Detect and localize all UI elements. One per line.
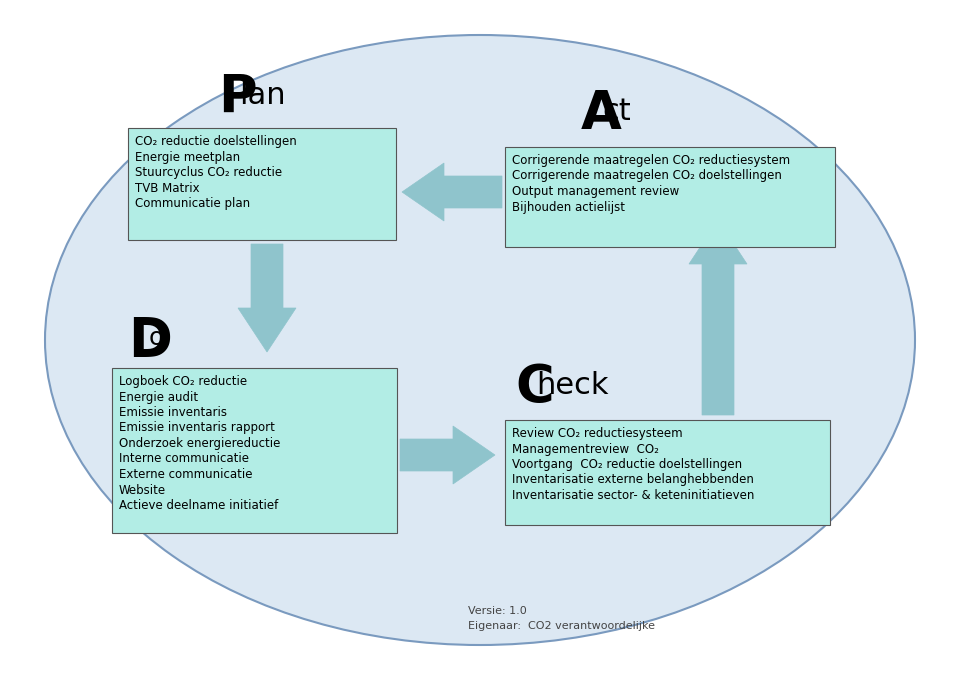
- Text: Managementreview  CO₂: Managementreview CO₂: [512, 443, 659, 456]
- Text: Voortgang  CO₂ reductie doelstellingen: Voortgang CO₂ reductie doelstellingen: [512, 458, 742, 471]
- Text: Corrigerende maatregelen CO₂ reductiesystem: Corrigerende maatregelen CO₂ reductiesys…: [512, 154, 790, 167]
- Text: Output management review: Output management review: [512, 185, 680, 198]
- Text: C: C: [515, 362, 554, 414]
- Text: Emissie inventaris rapport: Emissie inventaris rapport: [119, 422, 275, 435]
- Ellipse shape: [45, 35, 915, 645]
- Text: Eigenaar:  CO2 verantwoordelijke: Eigenaar: CO2 verantwoordelijke: [468, 621, 655, 631]
- Text: Actieve deelname initiatief: Actieve deelname initiatief: [119, 499, 278, 512]
- Text: Inventarisatie sector- & keteninitiatieven: Inventarisatie sector- & keteninitiatiev…: [512, 489, 755, 502]
- Text: Stuurcyclus CO₂ reductie: Stuurcyclus CO₂ reductie: [135, 166, 282, 179]
- FancyArrow shape: [689, 220, 747, 415]
- Text: heck: heck: [536, 371, 609, 400]
- Text: CO₂ reductie doelstellingen: CO₂ reductie doelstellingen: [135, 135, 297, 148]
- Text: o: o: [149, 326, 164, 350]
- Text: lan: lan: [239, 81, 285, 109]
- Text: Review CO₂ reductiesysteem: Review CO₂ reductiesysteem: [512, 427, 683, 440]
- Text: Website: Website: [119, 483, 166, 496]
- Text: Emissie inventaris: Emissie inventaris: [119, 406, 227, 419]
- FancyBboxPatch shape: [505, 420, 830, 525]
- FancyBboxPatch shape: [505, 147, 835, 247]
- Text: Interne communicatie: Interne communicatie: [119, 452, 249, 466]
- Text: TVB Matrix: TVB Matrix: [135, 182, 200, 194]
- Text: Inventarisatie externe belanghebbenden: Inventarisatie externe belanghebbenden: [512, 473, 754, 486]
- Text: P: P: [218, 72, 256, 124]
- Text: Energie audit: Energie audit: [119, 390, 198, 403]
- Text: Versie: 1.0: Versie: 1.0: [468, 606, 527, 616]
- Text: Corrigerende maatregelen CO₂ doelstellingen: Corrigerende maatregelen CO₂ doelstellin…: [512, 169, 781, 182]
- Text: Energie meetplan: Energie meetplan: [135, 150, 240, 163]
- Text: D: D: [128, 315, 172, 367]
- Text: Bijhouden actielijst: Bijhouden actielijst: [512, 201, 625, 214]
- Text: Communicatie plan: Communicatie plan: [135, 197, 251, 210]
- FancyArrow shape: [238, 244, 296, 352]
- FancyBboxPatch shape: [128, 128, 396, 240]
- Text: Externe communicatie: Externe communicatie: [119, 468, 252, 481]
- Text: Onderzoek energiereductie: Onderzoek energiereductie: [119, 437, 280, 450]
- FancyBboxPatch shape: [112, 368, 397, 533]
- FancyArrow shape: [400, 426, 495, 484]
- FancyArrow shape: [402, 163, 502, 221]
- Text: A: A: [581, 88, 622, 140]
- Text: Logboek CO₂ reductie: Logboek CO₂ reductie: [119, 375, 247, 388]
- Text: ct: ct: [602, 97, 631, 126]
